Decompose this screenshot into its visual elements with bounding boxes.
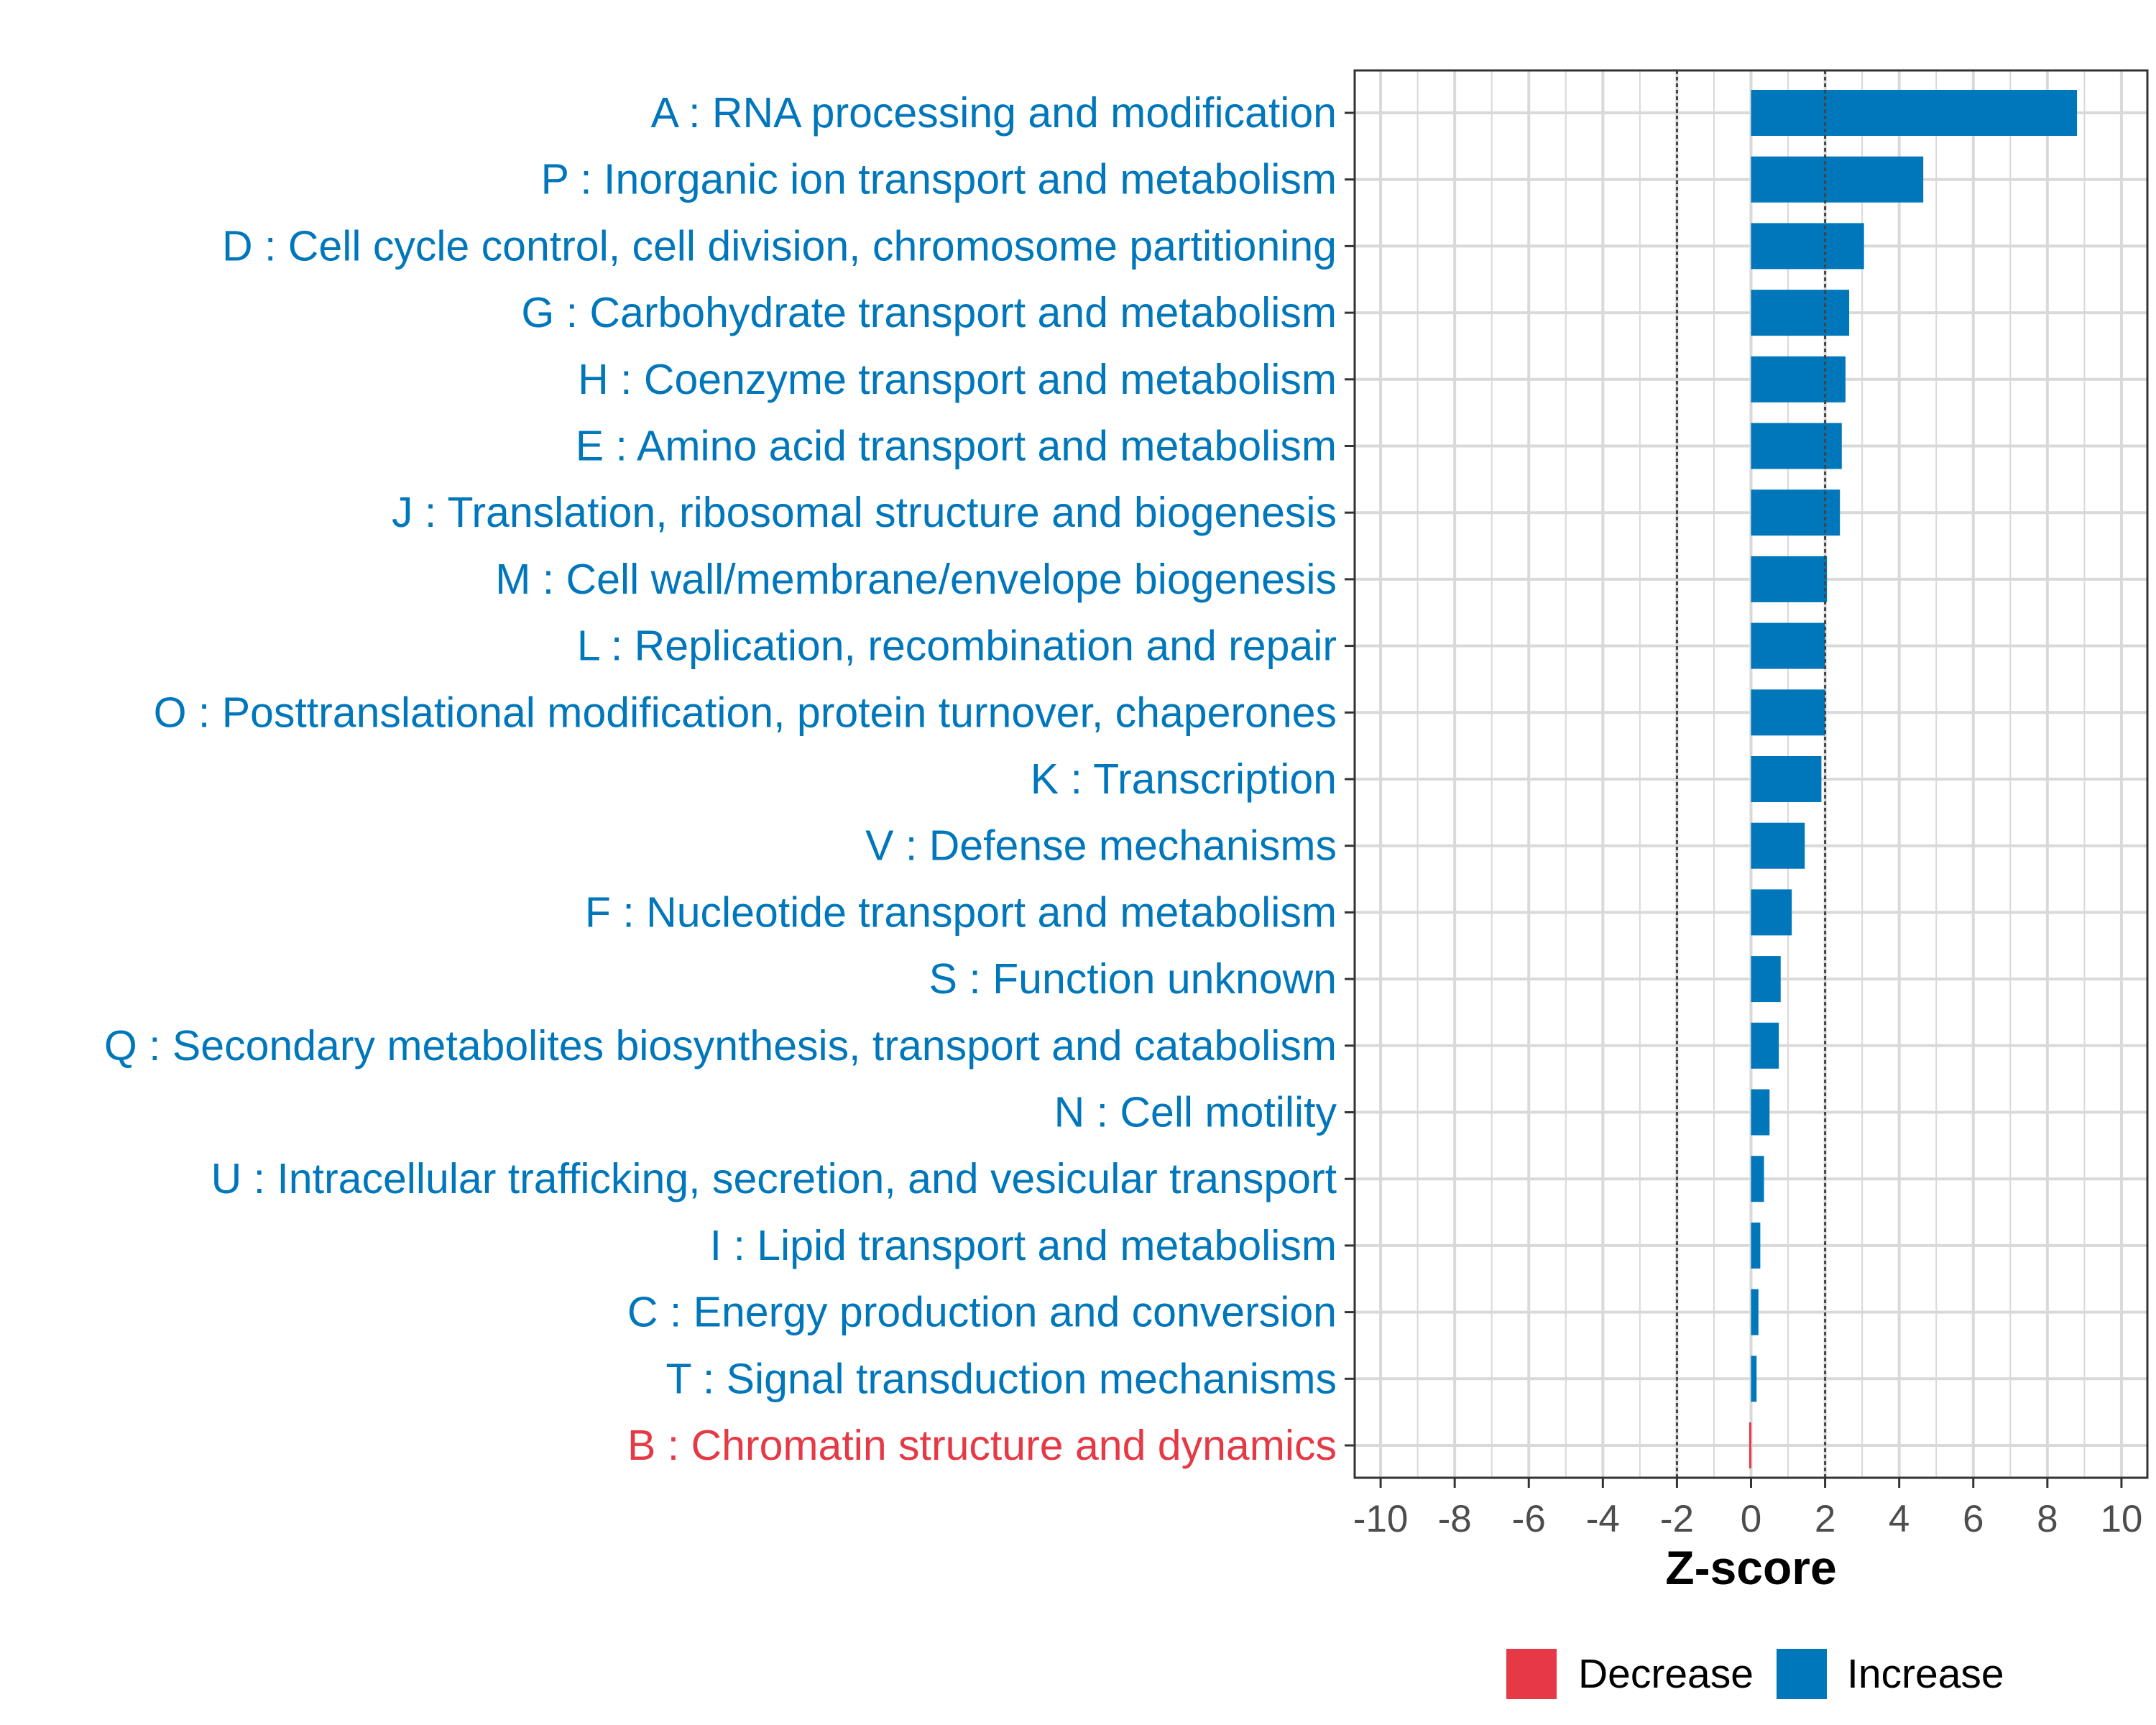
x-tick-label: 2 — [1815, 1498, 1835, 1540]
category-label: S : Function unknown — [929, 955, 1337, 1003]
x-tick-label: -4 — [1586, 1498, 1620, 1540]
bar-u — [1751, 1156, 1764, 1202]
category-label: P : Inorganic ion transport and metaboli… — [541, 156, 1337, 203]
bar-j — [1751, 489, 1841, 536]
category-label: A : RNA processing and modification — [651, 89, 1337, 137]
legend: Decrease Increase — [1506, 1649, 2004, 1699]
bar-o — [1751, 689, 1825, 736]
legend-label-decrease: Decrease — [1578, 1651, 1754, 1697]
legend-swatch-increase — [1777, 1649, 1827, 1699]
category-label: O : Posttranslational modification, prot… — [154, 689, 1337, 736]
bar-t — [1751, 1356, 1757, 1402]
bar-n — [1751, 1089, 1770, 1136]
x-tick-label: 10 — [2100, 1498, 2142, 1540]
legend-swatch-decrease — [1506, 1649, 1557, 1699]
category-label: J : Translation, ribosomal structure and… — [392, 489, 1337, 536]
bar-p — [1751, 156, 1924, 203]
category-label: M : Cell wall/membrane/envelope biogenes… — [495, 556, 1337, 603]
x-tick-label: -6 — [1512, 1498, 1546, 1540]
x-tick-label: 8 — [2037, 1498, 2058, 1540]
category-label: H : Coenzyme transport and metabolism — [578, 356, 1337, 403]
bar-h — [1751, 356, 1846, 402]
category-label: I : Lipid transport and metabolism — [710, 1222, 1337, 1269]
category-label: K : Transcription — [1031, 755, 1337, 803]
category-label: Q : Secondary metabolites biosynthesis, … — [104, 1022, 1337, 1070]
bar-g — [1751, 290, 1850, 336]
bar-s — [1751, 956, 1781, 1003]
category-label: D : Cell cycle control, cell division, c… — [222, 222, 1337, 270]
bars-layer — [1749, 90, 2078, 1468]
bar-d — [1751, 223, 1864, 270]
bar-b — [1749, 1422, 1751, 1468]
category-label: F : Nucleotide transport and metabolism — [585, 888, 1337, 936]
bar-i — [1751, 1222, 1761, 1269]
bar-e — [1751, 423, 1842, 469]
bar-m — [1751, 556, 1828, 602]
bar-c — [1751, 1289, 1759, 1335]
category-label: G : Carbohydrate transport and metabolis… — [521, 289, 1337, 336]
category-label: E : Amino acid transport and metabolism — [576, 423, 1337, 470]
x-axis-title: Z-score — [1665, 1541, 1836, 1594]
bar-l — [1751, 622, 1825, 669]
x-tick-label: -2 — [1660, 1498, 1694, 1540]
x-tick-label: 0 — [1741, 1498, 1761, 1540]
category-label: N : Cell motility — [1054, 1089, 1337, 1136]
category-label: C : Energy production and conversion — [627, 1289, 1337, 1336]
y-axis-ticks — [1345, 111, 1355, 1447]
category-label: T : Signal transduction mechanisms — [665, 1355, 1337, 1402]
bar-v — [1751, 822, 1805, 869]
bar-a — [1751, 90, 2078, 136]
x-tick-label: -8 — [1438, 1498, 1472, 1540]
x-axis-ticks: -10 -8 -6 -4 -2 0 2 4 6 8 10 — [1353, 1478, 2142, 1540]
threshold-layer — [1675, 70, 1827, 1478]
category-label: L : Replication, recombination and repai… — [577, 622, 1337, 670]
bar-q — [1751, 1022, 1779, 1069]
x-tick-label: 4 — [1889, 1498, 1909, 1540]
bar-k — [1751, 756, 1822, 802]
category-label: V : Defense mechanisms — [865, 822, 1337, 870]
x-tick-label: 6 — [1963, 1498, 1984, 1540]
y-axis-category-labels: A : RNA processing and modification P : I… — [104, 89, 1337, 1469]
category-label: U : Intracellular trafficking, secretion… — [211, 1155, 1337, 1202]
category-label: B : Chromatin structure and dynamics — [627, 1422, 1337, 1469]
bar-f — [1751, 889, 1792, 936]
x-tick-label: -10 — [1353, 1498, 1409, 1540]
legend-label-increase: Increase — [1847, 1651, 2004, 1697]
